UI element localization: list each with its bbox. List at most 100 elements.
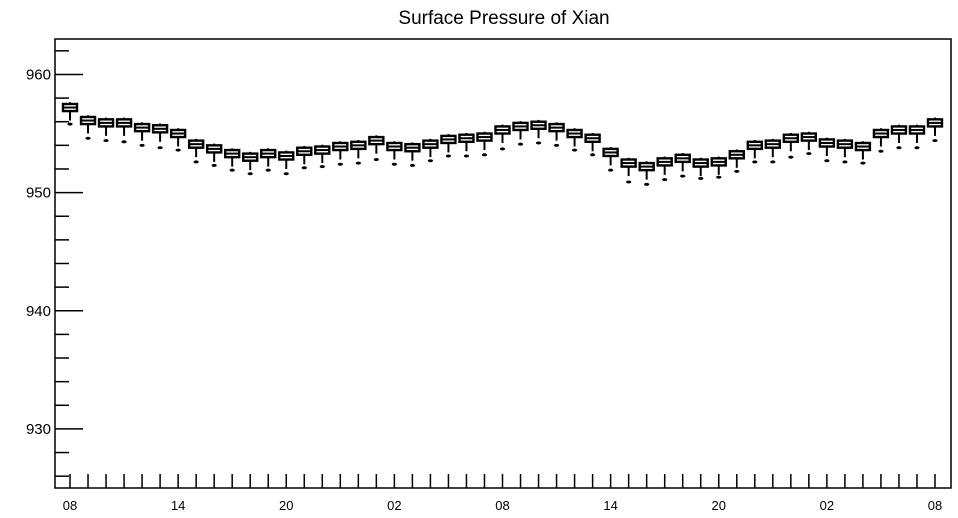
box-outlier (553, 143, 560, 147)
box-outlier (193, 160, 199, 164)
box-plot (584, 132, 601, 157)
box-outlier (644, 182, 650, 186)
y-tick-label: 940 (26, 303, 51, 320)
box-plot (566, 128, 583, 152)
plot-frame (54, 38, 952, 489)
box-outlier (932, 139, 938, 143)
box-plot (133, 122, 151, 147)
box-outlier (608, 168, 614, 172)
box-outlier (121, 140, 127, 144)
box-plot (205, 143, 223, 167)
box-outlier (535, 141, 542, 145)
box-outlier (175, 148, 181, 152)
box-plot (818, 137, 836, 163)
box-plot (638, 161, 655, 186)
box-outlier (211, 163, 217, 167)
x-axis: 08 14 20 02 08 14 20 02 08 (63, 474, 942, 513)
box-outlier (373, 158, 379, 162)
box-outlier (283, 172, 289, 176)
box-plot (332, 141, 349, 166)
x-tick-label: 08 (63, 498, 77, 513)
box-plot (314, 144, 331, 169)
box-plot (656, 156, 673, 182)
box-outlier (463, 154, 470, 158)
box-outlier (716, 175, 722, 179)
box-plot (926, 117, 944, 143)
box-plot (836, 138, 854, 164)
box-outlier (247, 172, 253, 176)
box-outlier (878, 149, 884, 153)
box-outlier (67, 122, 73, 126)
chart-title: Surface Pressure of Xian (398, 8, 609, 29)
box-outlier (103, 139, 109, 143)
box-plot (800, 131, 818, 156)
box-plot (79, 115, 97, 140)
box-plot (908, 124, 926, 150)
box-outlier (355, 161, 361, 165)
box-outlier (752, 160, 758, 164)
box-plot (530, 119, 547, 145)
box-plot (223, 148, 241, 172)
x-tick-label: 20 (712, 498, 726, 513)
box-plot (97, 117, 115, 143)
box-outlier (571, 148, 578, 152)
box-plot (404, 142, 421, 167)
box-plot (422, 138, 439, 163)
box-plot (260, 148, 277, 172)
x-tick-label: 14 (603, 498, 617, 513)
box-outlier (85, 136, 91, 140)
box-plot (854, 141, 872, 165)
box-outlier (337, 162, 343, 166)
box-plot (548, 122, 565, 147)
box-outlier (139, 143, 145, 147)
box-outlier (301, 166, 307, 170)
box-plot (872, 128, 890, 153)
box-plot (890, 124, 908, 150)
box-series (61, 102, 944, 186)
x-tick-label: 02 (820, 498, 834, 513)
box-plot (710, 156, 727, 179)
box-outlier (427, 159, 434, 163)
box-outlier (229, 168, 235, 172)
box-outlier (806, 152, 812, 156)
box-plot (728, 149, 745, 173)
box-plot (602, 147, 619, 172)
y-tick-label: 950 (26, 185, 51, 202)
box-outlier (824, 159, 830, 163)
box-outlier (734, 169, 740, 173)
box-outlier (788, 155, 794, 159)
box-plot (476, 131, 493, 157)
box-outlier (896, 146, 902, 150)
box-plot (458, 132, 475, 158)
box-outlier (662, 178, 668, 182)
y-tick-label: 960 (26, 66, 51, 83)
box-outlier (860, 161, 866, 165)
box-plot (746, 140, 763, 164)
y-tick-label: 930 (26, 421, 51, 438)
box-outlier (481, 153, 488, 157)
x-tick-label: 08 (495, 498, 509, 513)
box-outlier (319, 165, 325, 169)
box-outlier (680, 174, 686, 178)
box-plot (674, 153, 691, 178)
box-plot (620, 157, 637, 184)
x-tick-label: 14 (171, 498, 185, 513)
box-plot (494, 124, 511, 151)
box-plot (350, 140, 367, 165)
box-outlier (770, 160, 776, 164)
box-outlier (409, 163, 415, 167)
box-plot (115, 117, 133, 144)
box-plot (368, 135, 385, 162)
box-outlier (914, 146, 920, 150)
box-outlier (626, 180, 632, 184)
box-outlier (499, 147, 506, 151)
box-plot (692, 157, 709, 180)
box-plot (782, 132, 800, 159)
x-tick-label: 20 (279, 498, 293, 513)
box-plot (386, 141, 403, 166)
box-plot (296, 145, 313, 170)
box-outlier (698, 176, 704, 180)
box-plot (151, 123, 169, 150)
box-plot (278, 150, 295, 176)
